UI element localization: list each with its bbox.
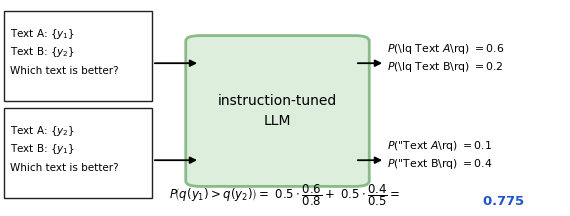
Text: instruction-tuned: instruction-tuned [218, 94, 337, 108]
FancyBboxPatch shape [4, 108, 152, 198]
Text: $P$(\lq Text $A$\rq) $= 0.6$: $P$(\lq Text $A$\rq) $= 0.6$ [387, 42, 504, 56]
Text: Text A: {$y_1$}: Text A: {$y_1$} [10, 27, 75, 41]
Text: $P$(\lq Text B\rq) $= 0.2$: $P$(\lq Text B\rq) $= 0.2$ [387, 60, 503, 74]
Text: Text B: {$y_1$}: Text B: {$y_1$} [10, 142, 75, 156]
Text: $\mathbf{0.775}$: $\mathbf{0.775}$ [482, 195, 525, 208]
Text: Which text is better?: Which text is better? [10, 66, 119, 76]
Text: Which text is better?: Which text is better? [10, 163, 119, 173]
Text: $P$("Text B\rq) $= 0.4$: $P$("Text B\rq) $= 0.4$ [387, 157, 492, 171]
FancyBboxPatch shape [4, 11, 152, 101]
Text: $P\!\left(q(y_1) > q(y_2)\right) = \ 0.5 \cdot \dfrac{0.6}{0.8} + \ 0.5 \cdot \d: $P\!\left(q(y_1) > q(y_2)\right) = \ 0.5… [169, 182, 401, 208]
FancyBboxPatch shape [186, 36, 369, 186]
Text: Text B: {$y_2$}: Text B: {$y_2$} [10, 45, 75, 59]
Text: $P$("Text $A$\rq) $= 0.1$: $P$("Text $A$\rq) $= 0.1$ [387, 139, 492, 153]
Text: Text A: {$y_2$}: Text A: {$y_2$} [10, 124, 75, 138]
Text: LLM: LLM [264, 114, 291, 128]
